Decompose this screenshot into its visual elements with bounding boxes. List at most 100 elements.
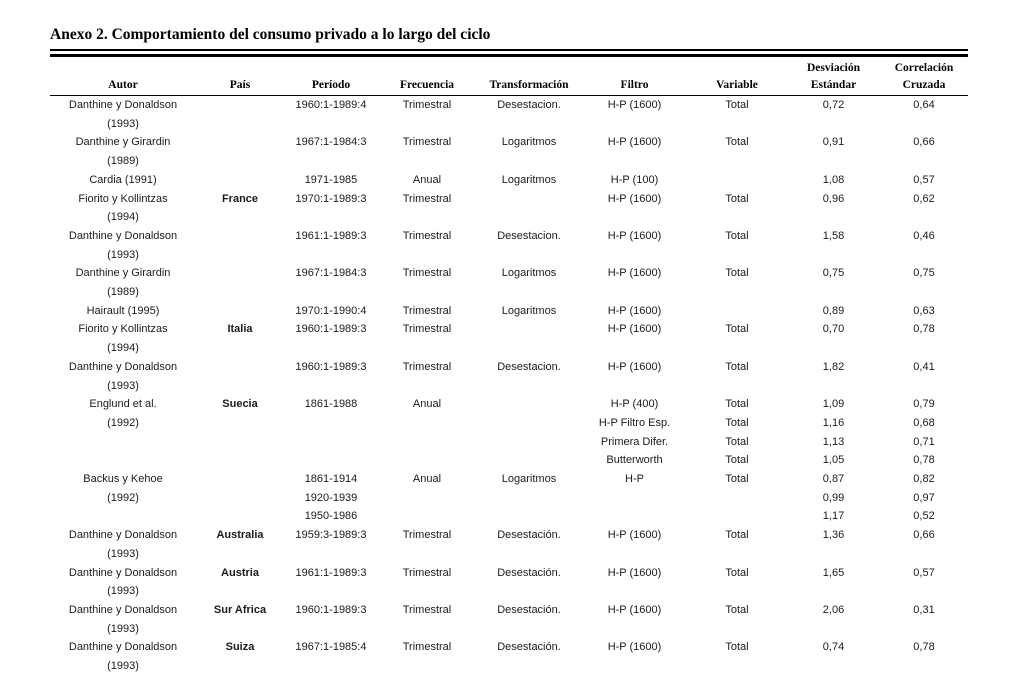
column-header-periodo: Período	[284, 76, 378, 96]
cell-autor: Danthine y Donaldson	[68, 99, 178, 111]
cell-pais: Italia	[227, 323, 253, 336]
cell-transformacion	[476, 246, 582, 265]
cell-pais	[196, 451, 284, 470]
cell-autor: Danthine y Girardin	[75, 267, 171, 280]
cell-transformacion: Desestación.	[497, 566, 561, 579]
cell-periodo: 1971-1985	[304, 173, 358, 186]
table-row: Danthine y Donaldson 1960:1-1989:3 Trimest…	[50, 358, 968, 377]
cell-frecuencia	[378, 451, 476, 470]
cell-transformacion	[476, 451, 582, 470]
cell-pais: France	[221, 192, 259, 205]
cell-periodo	[284, 152, 378, 171]
cell-correlacion-cruzada: 0,62	[913, 192, 935, 205]
cell-variable: Total	[725, 416, 749, 429]
cell-pais	[196, 227, 284, 246]
cell-pais: Australia	[216, 529, 264, 542]
cell-autor: Danthine y Donaldson	[68, 360, 178, 373]
cell-autor: (1992)	[107, 491, 139, 504]
cell-frecuencia: Trimestral	[402, 136, 452, 149]
cell-frecuencia: Anual	[412, 173, 442, 186]
cell-correlacion-cruzada: 0,78	[913, 454, 935, 467]
cell-desviacion-estandar	[787, 246, 880, 265]
cell-pais	[196, 96, 284, 115]
table-row: (1993)	[50, 246, 968, 265]
cell-transformacion	[476, 414, 582, 433]
cell-correlacion-cruzada	[880, 545, 968, 564]
cell-autor: Englund et al.	[89, 398, 157, 411]
cell-filtro: H-P (1600)	[607, 99, 662, 111]
cell-desviacion-estandar: 0,99	[822, 491, 845, 504]
header-row-bottom: Autor País Período Frecuencia Transformación…	[50, 76, 968, 96]
cell-correlacion-cruzada	[880, 657, 968, 676]
cell-filtro	[582, 507, 687, 526]
cell-correlacion-cruzada: 0,46	[913, 229, 935, 242]
cell-pais	[196, 414, 284, 433]
cell-pais	[196, 264, 284, 283]
cell-correlacion-cruzada: 0,97	[913, 491, 935, 504]
table-row: Hairault (1995) 1970:1-1990:4 Trimestral Lo…	[50, 302, 968, 321]
cell-filtro	[582, 152, 687, 171]
cell-filtro: H-P (1600)	[607, 323, 662, 336]
cell-variable: Total	[725, 641, 749, 654]
cell-periodo: 1961:1-1989:3	[295, 566, 367, 579]
column-header-variable: Variable	[687, 76, 787, 96]
cell-transformacion	[476, 620, 582, 639]
cell-filtro	[582, 339, 687, 358]
cell-transformacion: Desestacion.	[497, 99, 561, 111]
cell-periodo: 1960:1-1989:4	[295, 99, 367, 111]
cell-filtro: H-P (100)	[610, 173, 659, 186]
cell-desviacion-estandar	[787, 545, 880, 564]
cell-desviacion-estandar	[787, 283, 880, 302]
cell-pais	[196, 283, 284, 302]
cell-correlacion-cruzada: 0,71	[913, 435, 935, 448]
cell-filtro: H-P (1600)	[607, 192, 662, 205]
cell-variable	[687, 152, 787, 171]
cell-autor: (1989)	[107, 286, 139, 299]
cell-desviacion-estandar: 0,91	[822, 136, 845, 149]
cell-desviacion-estandar	[787, 657, 880, 676]
cell-correlacion-cruzada: 0,66	[913, 529, 935, 542]
cell-desviacion-estandar	[787, 339, 880, 358]
cell-variable: Total	[725, 360, 749, 373]
table-row: Fiorito y Kollintzas France 1970:1-1989:3 T…	[50, 190, 968, 209]
cell-desviacion-estandar: 1,58	[822, 229, 845, 242]
cell-correlacion-cruzada: 0,75	[913, 267, 935, 280]
cell-periodo: 1970:1-1989:3	[295, 192, 367, 205]
cell-correlacion-cruzada	[880, 620, 968, 639]
cell-pais: Sur Africa	[213, 603, 267, 616]
cell-pais	[196, 582, 284, 601]
cell-correlacion-cruzada: 0,66	[913, 136, 935, 149]
table-row: (1994)	[50, 208, 968, 227]
column-header-top-variable	[687, 59, 787, 76]
cell-variable: Total	[725, 435, 749, 448]
cell-correlacion-cruzada	[880, 377, 968, 396]
cell-transformacion: Desestacion.	[497, 360, 561, 373]
table-row: Danthine y Donaldson Sur Africa 1960:1-198…	[50, 601, 968, 620]
cell-transformacion	[476, 190, 582, 209]
cell-variable: Total	[725, 566, 749, 579]
cell-periodo	[284, 545, 378, 564]
column-header-frecuencia: Frecuencia	[378, 76, 476, 96]
cell-periodo: 1960:1-1989:3	[295, 603, 367, 616]
cell-periodo	[284, 246, 378, 265]
cell-pais	[196, 433, 284, 452]
cell-variable: Total	[725, 473, 749, 486]
table-row: Cardia (1991) 1971-1985 Anual Logaritmos H-P…	[50, 171, 968, 190]
cell-correlacion-cruzada: 0,57	[913, 173, 935, 186]
cell-filtro: H-P (1600)	[607, 360, 662, 373]
cell-variable	[687, 657, 787, 676]
cell-filtro	[582, 208, 687, 227]
cell-autor: Hairault (1995)	[86, 304, 160, 317]
cell-periodo	[284, 377, 378, 396]
cell-filtro: H-P Filtro Esp.	[598, 416, 671, 429]
cell-frecuencia: Trimestral	[402, 99, 452, 111]
cell-periodo: 1960:1-1989:3	[295, 323, 367, 336]
cell-transformacion	[476, 320, 582, 339]
cell-frecuencia: Trimestral	[402, 229, 452, 242]
cell-autor: (1989)	[107, 155, 139, 168]
table-row: Danthine y Donaldson 1961:1-1989:3 Trimest…	[50, 227, 968, 246]
cell-autor: Danthine y Donaldson	[68, 229, 178, 242]
cell-desviacion-estandar: 1,09	[822, 398, 845, 411]
cell-desviacion-estandar	[787, 115, 880, 134]
cell-desviacion-estandar: 1,36	[822, 529, 845, 542]
